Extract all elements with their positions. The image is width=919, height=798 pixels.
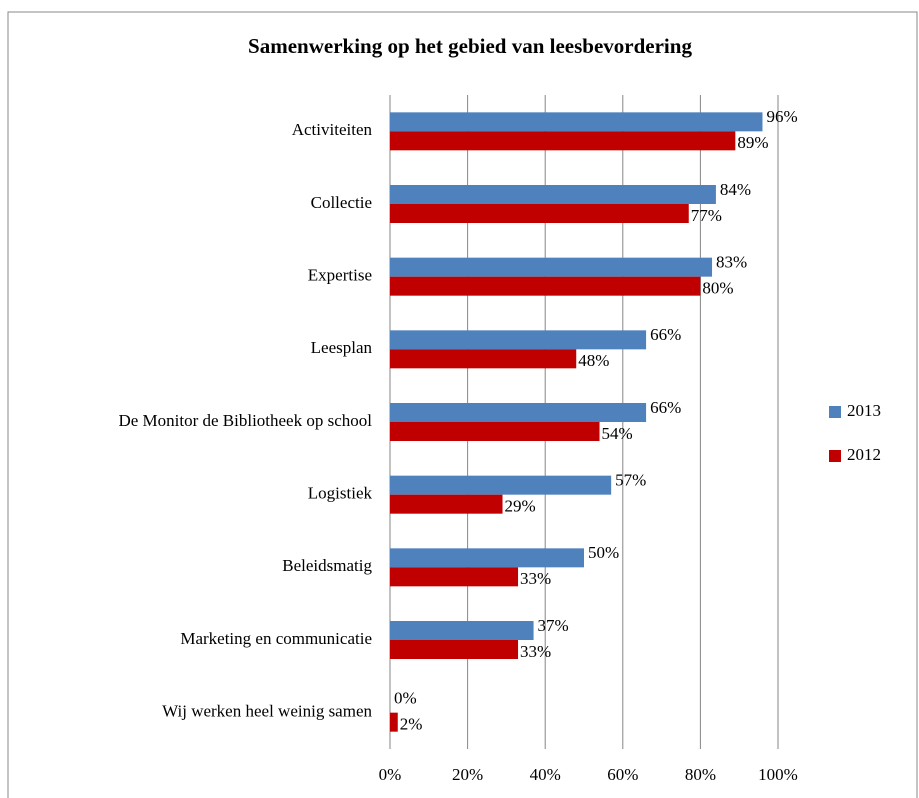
value-label: 2% xyxy=(400,715,423,734)
y-tick-label: Leesplan xyxy=(311,338,373,357)
bar xyxy=(390,640,519,659)
value-label: 54% xyxy=(602,424,633,443)
value-label: 57% xyxy=(615,471,646,490)
value-label: 66% xyxy=(650,398,681,417)
bar xyxy=(390,276,701,296)
bar xyxy=(390,712,398,732)
legend-swatch xyxy=(829,450,841,462)
value-label: 83% xyxy=(716,253,747,272)
value-label: 48% xyxy=(578,351,609,370)
y-tick-label: Marketing en communicatie xyxy=(180,629,372,648)
y-tick-label: Collectie xyxy=(311,193,372,212)
bar xyxy=(390,475,612,495)
legend-label: 2013 xyxy=(847,401,881,420)
value-label: 96% xyxy=(766,107,797,126)
y-tick-label: Wij werken heel weinig samen xyxy=(162,702,372,721)
value-label: 29% xyxy=(505,497,536,516)
bar xyxy=(390,494,503,514)
value-label: 84% xyxy=(720,180,751,199)
y-tick-label: Logistiek xyxy=(308,484,373,503)
bar xyxy=(390,257,713,277)
value-label: 66% xyxy=(650,325,681,344)
bar xyxy=(390,330,647,350)
bar xyxy=(390,621,534,640)
value-label: 33% xyxy=(520,569,551,588)
value-label: 33% xyxy=(520,642,551,661)
x-tick-label: 40% xyxy=(530,765,561,784)
bar xyxy=(390,112,763,132)
y-tick-label: Expertise xyxy=(308,266,372,285)
x-tick-label: 100% xyxy=(758,765,798,784)
bar xyxy=(390,204,689,223)
legend-label: 2012 xyxy=(847,445,881,464)
value-label: 50% xyxy=(588,543,619,562)
x-tick-label: 0% xyxy=(379,765,402,784)
bar xyxy=(390,548,584,568)
bar xyxy=(390,131,736,151)
chart-title: Samenwerking op het gebied van leesbevor… xyxy=(248,34,692,58)
bar xyxy=(390,185,716,204)
y-tick-label: Activiteiten xyxy=(292,120,373,139)
value-label: 37% xyxy=(538,616,569,635)
bar xyxy=(390,567,519,587)
chart-frame xyxy=(7,11,918,798)
value-label: 77% xyxy=(691,206,722,225)
bar xyxy=(390,349,577,369)
x-tick-label: 80% xyxy=(685,765,716,784)
bar xyxy=(390,403,647,422)
value-label: 80% xyxy=(702,279,733,298)
x-tick-label: 60% xyxy=(607,765,638,784)
value-label: 89% xyxy=(737,133,768,152)
bar xyxy=(390,422,600,441)
legend-swatch xyxy=(829,406,841,418)
y-tick-label: De Monitor de Bibliotheek op school xyxy=(118,411,372,430)
value-label: 0% xyxy=(394,689,417,708)
x-tick-label: 20% xyxy=(452,765,483,784)
y-tick-label: Beleidsmatig xyxy=(282,556,372,575)
